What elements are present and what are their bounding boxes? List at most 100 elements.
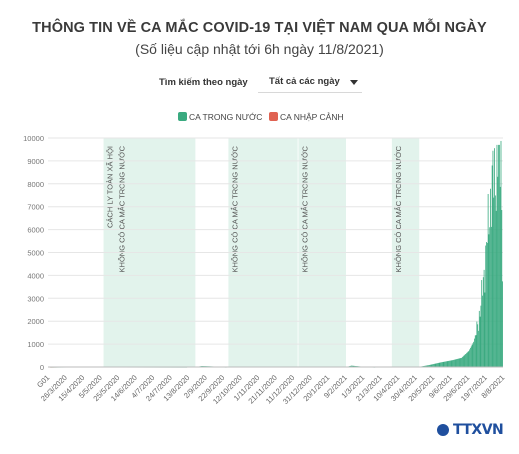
bar-domestic	[486, 242, 487, 367]
bar-domestic	[428, 365, 430, 367]
bar-domestic	[427, 365, 429, 367]
bar-domestic	[471, 344, 473, 367]
bar-domestic	[447, 361, 449, 367]
bar-domestic	[445, 361, 446, 367]
filter-label: Tìm kiếm theo ngày	[159, 77, 248, 88]
bar-domestic	[444, 361, 446, 367]
legend-swatch-domestic	[178, 112, 187, 121]
bar-domestic	[496, 144, 498, 367]
page-title: THÔNG TIN VỀ CA MẮC COVID-19 TẠI VIỆT NA…	[32, 20, 487, 36]
logo-text: TTXVN	[453, 422, 504, 438]
date-select[interactable]: Tất cả các ngày	[258, 72, 362, 93]
date-filter: Tìm kiếm theo ngày Tất cả các ngày	[0, 72, 519, 93]
shaded-period-label: KHÔNG CÓ CA MẮC TRONG NƯỚC	[118, 145, 127, 272]
bar-domestic	[443, 361, 445, 367]
bar-domestic	[467, 351, 469, 367]
shaded-period-label: KHÔNG CÓ CA MẮC TRONG NƯỚC	[300, 145, 309, 272]
bar-domestic	[435, 363, 437, 367]
bar-domestic	[500, 140, 502, 367]
bar-domestic	[488, 234, 490, 367]
bar-domestic	[473, 341, 475, 367]
bar-domestic	[481, 280, 483, 367]
shaded-period-label: KHÔNG CÓ CA MẮC TRONG NƯỚC	[230, 145, 239, 272]
y-tick-label: 6000	[27, 226, 44, 235]
bar-domestic	[502, 281, 503, 367]
bar-domestic	[461, 357, 463, 367]
bar-domestic	[429, 364, 431, 367]
y-tick-label: 5000	[27, 249, 44, 258]
bar-domestic	[425, 365, 426, 367]
bar-domestic	[479, 316, 481, 367]
bar-domestic	[487, 193, 489, 367]
bar-domestic	[430, 364, 432, 367]
bar-domestic	[352, 365, 354, 367]
bar-domestic	[459, 358, 461, 367]
y-tick-label: 2000	[27, 317, 44, 326]
bar-domestic	[482, 277, 484, 367]
bar-domestic	[424, 365, 426, 367]
bar-domestic	[438, 362, 440, 367]
bar-domestic	[480, 305, 482, 367]
bar-domestic	[436, 363, 438, 367]
bar-domestic	[454, 359, 456, 367]
logo-globe-icon	[437, 424, 449, 436]
bar-domestic	[457, 358, 459, 367]
page-subtitle: (Số liệu cập nhật tới 6h ngày 11/8/2021)	[135, 41, 384, 57]
bar-domestic	[425, 365, 427, 367]
bar-domestic	[451, 360, 453, 367]
bar-domestic	[475, 335, 477, 367]
bar-domestic	[482, 295, 483, 367]
y-tick-label: 4000	[27, 271, 44, 280]
bar-domestic	[470, 346, 472, 367]
bar-domestic	[486, 242, 488, 367]
bar-domestic	[498, 144, 499, 367]
y-tick-label: 9000	[27, 157, 44, 166]
bar-domestic	[449, 360, 451, 367]
bar-domestic	[466, 353, 467, 367]
bar-domestic	[460, 358, 462, 367]
bar-domestic	[426, 365, 428, 367]
bar-domestic	[472, 343, 474, 367]
bar-domestic	[462, 357, 463, 367]
bar-domestic	[465, 354, 467, 367]
bar-domestic	[429, 364, 430, 367]
bar-domestic	[470, 347, 471, 367]
bar-domestic	[354, 365, 356, 367]
y-tick-label: 8000	[27, 180, 44, 189]
bar-domestic	[455, 359, 457, 367]
bar-domestic	[501, 210, 503, 367]
chevron-down-icon	[350, 80, 358, 85]
y-tick-label: 10000	[23, 134, 44, 143]
shaded-period-label: CÁCH LY TOÀN XÃ HỘI	[106, 146, 115, 228]
bar-domestic	[484, 292, 486, 367]
bar-domestic	[445, 361, 447, 367]
bar-domestic	[450, 360, 452, 367]
bar-domestic	[477, 324, 479, 367]
bar-domestic	[441, 362, 442, 367]
bar-domestic	[468, 350, 470, 367]
legend-label-imported: CA NHẬP CẢNH	[280, 112, 344, 122]
bar-domestic	[434, 363, 436, 367]
bar-domestic	[440, 362, 442, 367]
legend-swatch-imported	[269, 112, 278, 121]
bar-domestic	[464, 354, 466, 367]
bar-domestic	[474, 335, 476, 367]
bar-domestic	[351, 365, 353, 367]
bar-domestic	[431, 364, 433, 367]
bar-domestic	[495, 210, 497, 367]
bar-domestic	[474, 338, 475, 367]
bar-domestic	[463, 355, 465, 367]
bar-domestic	[499, 186, 501, 367]
bar-domestic	[437, 362, 439, 367]
y-tick-label: 1000	[27, 340, 44, 349]
bar-domestic	[485, 245, 487, 367]
bar-domestic	[446, 361, 448, 367]
bar-domestic	[442, 361, 444, 367]
bar-domestic	[441, 362, 443, 367]
bar-domestic	[489, 227, 491, 367]
bar-domestic	[437, 363, 438, 367]
bar-domestic	[490, 226, 492, 367]
bar-domestic	[458, 358, 460, 367]
bar-domestic	[350, 365, 352, 367]
